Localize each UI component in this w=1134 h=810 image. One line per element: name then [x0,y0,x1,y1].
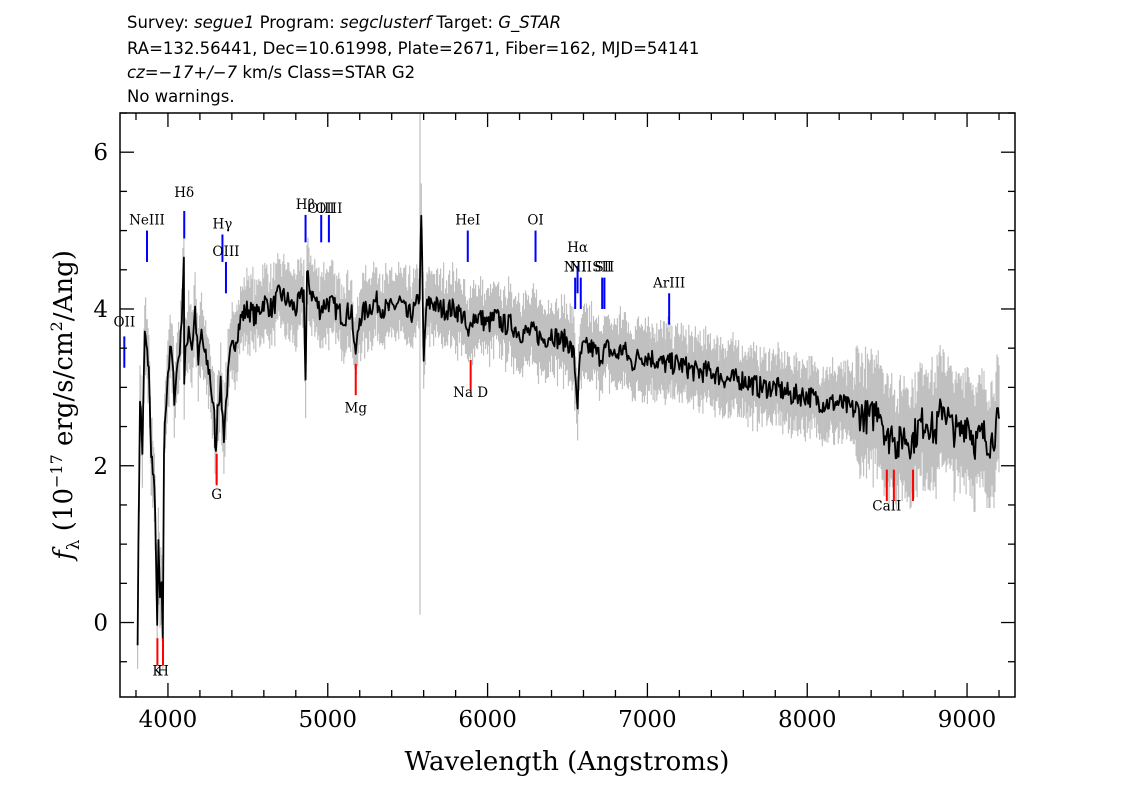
x-tick-label: 5000 [298,707,357,733]
emission-line-label: ArIII [652,275,685,291]
survey-label: Survey: [127,13,194,32]
header-line-1: Survey: segue1 Program: segclusterf Targ… [127,13,561,33]
header-line-3: cz=−17+/−7 km/s Class=STAR G2 [127,63,415,82]
y-tick-label: 0 [93,611,108,637]
flux-layer [136,214,1000,646]
x-tick-label: 7000 [618,707,677,733]
emission-line-label: Hβ [296,197,316,213]
emission-line-label: SII [592,260,612,276]
absorption-line-label: K [152,663,163,679]
absorption-line-label: Mg [345,401,368,417]
emission-line-label: Hδ [174,185,194,201]
emission-line-label: NII [564,260,586,276]
plot-frame [119,112,1016,698]
emission-line-label: OIII [212,244,239,260]
header-line-4: No warnings. [127,87,235,106]
y-tick-label: 4 [93,297,108,323]
emission-line-label: OI [527,213,543,229]
y-tick-label: 2 [93,454,108,480]
x-axis-title: Wavelength (Angstroms) [405,747,730,777]
absorption-line-label: G [211,487,222,503]
x-tick-label: 6000 [458,707,517,733]
y-tick-label: 6 [93,140,108,166]
emission-line-label: OIII [315,201,342,217]
x-tick-label: 4000 [139,707,198,733]
x-tick-label: 9000 [938,707,997,733]
absorption-line-label: H [157,663,169,679]
emission-line-label: OIII [308,201,335,217]
program-label: Program: [254,13,340,32]
emission-line-label: HeI [455,213,480,229]
y-axis-title: fλ (10−17 erg/s/cm2/Ang) [47,250,84,562]
emission-line-label: OII [113,314,135,330]
emission-line-label: Hγ [213,217,233,233]
emission-line-label: NII [570,260,592,276]
class-text: km/s Class=STAR G2 [237,63,415,82]
target-value: G_STAR [498,13,561,33]
program-value: segclusterf [340,13,433,32]
error-band [137,113,1000,670]
x-tick-label: 8000 [778,707,837,733]
target-label: Target: [431,13,498,32]
absorption-line-label: CaII [872,499,901,515]
axis-ticks: 4000 5000 6000 7000 8000 9000 0 2 4 6 [93,112,1015,733]
emission-line-label: SII [594,260,614,276]
absorption-line-label: Na D [453,385,488,401]
flux-line [136,214,1000,646]
survey-value: segue1 [194,13,254,32]
emission-line-label: NeIII [129,213,165,229]
plot-area [136,113,1000,670]
redshift-value: cz=−17+/−7 [127,63,238,82]
emission-line-label: Hα [567,240,588,256]
header-line-2: RA=132.56441, Dec=10.61998, Plate=2671, … [127,39,699,58]
